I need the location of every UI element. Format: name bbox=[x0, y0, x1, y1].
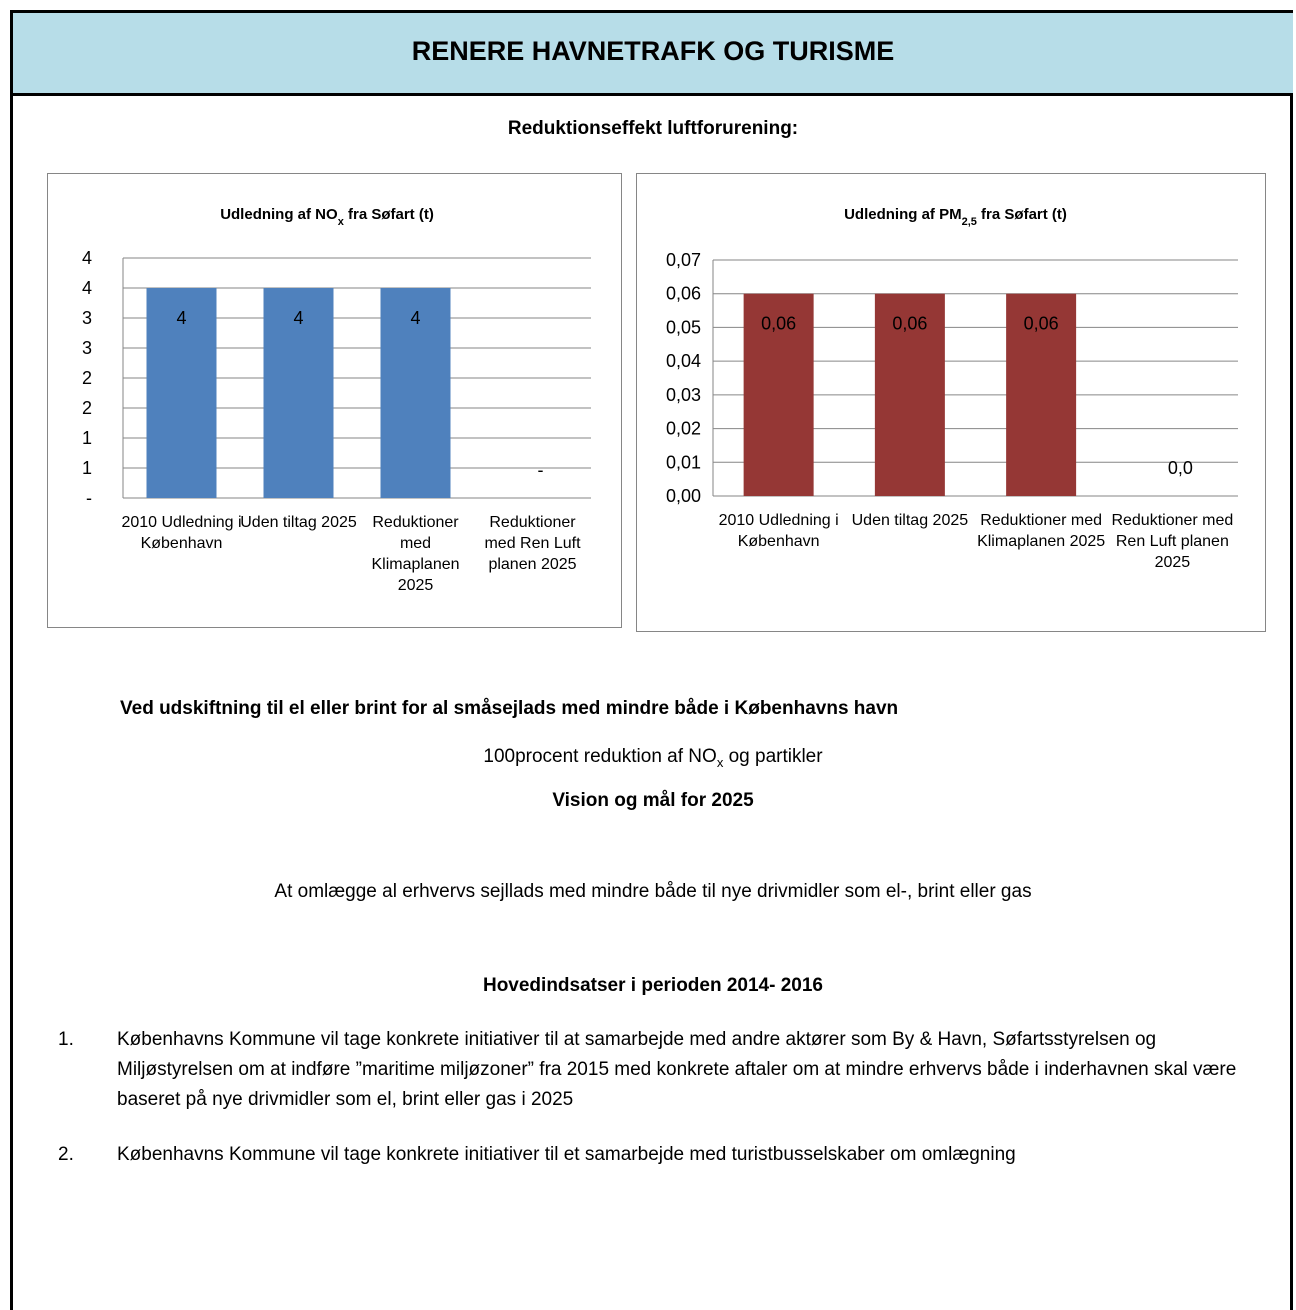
title-text: fra Søfart (t) bbox=[344, 206, 434, 223]
efforts-heading: Hovedindsatser i perioden 2014- 2016 bbox=[482, 975, 824, 996]
bar bbox=[1006, 293, 1077, 496]
y-tick-label: 1 bbox=[82, 428, 92, 448]
x-tick-label: 2010 Udledning i København bbox=[718, 512, 839, 550]
y-tick-label: 0,05 bbox=[666, 317, 701, 337]
title-text: fra Søfart (t) bbox=[977, 206, 1067, 223]
y-tick-label: 2 bbox=[82, 368, 92, 388]
y-tick-label: 4 bbox=[82, 278, 92, 298]
item-number: 1. bbox=[58, 1029, 74, 1050]
data-label: - bbox=[538, 460, 544, 480]
y-tick-label: 0,04 bbox=[666, 351, 701, 371]
bar bbox=[263, 288, 334, 498]
chart-title: Udledning af PM2,5 fra Søfart (t) bbox=[844, 206, 1067, 228]
subscript: x bbox=[716, 754, 724, 770]
data-label: 4 bbox=[293, 308, 303, 328]
x-tick-label: 2010 Udledning i København bbox=[121, 514, 242, 552]
title-sub: 2,5 bbox=[962, 216, 977, 228]
y-tick-label: 3 bbox=[82, 338, 92, 358]
title-text: Udledning af NO bbox=[220, 206, 338, 223]
y-tick-label: 1 bbox=[82, 458, 92, 478]
bar bbox=[743, 293, 814, 496]
reduction-text: 100procent reduktion af NOx og partikler bbox=[13, 746, 1293, 770]
section-title: Reduktionseffekt luftforurening: bbox=[507, 118, 799, 139]
y-tick-label: - bbox=[86, 488, 92, 508]
x-tick-label: Uden tiltag 2025 bbox=[240, 514, 357, 531]
text: og partikler bbox=[723, 746, 823, 767]
y-tick-label: 3 bbox=[82, 308, 92, 328]
y-tick-label: 0,07 bbox=[666, 250, 701, 270]
page: RENERE HAVNETRAFK OG TURISME Reduktionse… bbox=[10, 10, 1293, 1310]
text: 100procent reduktion af NO bbox=[483, 746, 717, 767]
header-band bbox=[13, 13, 1293, 96]
x-tick-label: Reduktioner med Ren Luft planen 2025 bbox=[1111, 512, 1234, 571]
vision-heading: Vision og mål for 2025 bbox=[552, 790, 754, 811]
item-number: 2. bbox=[58, 1144, 74, 1165]
chart: Udledning af PM2,5 fra Søfart (t) 0,00 0,0… bbox=[636, 173, 1266, 632]
bar bbox=[874, 293, 945, 496]
x-tick-label: Reduktioner med Klimaplanen 2025 bbox=[977, 512, 1106, 550]
page-frame bbox=[10, 10, 1293, 1310]
x-tick-label: Reduktioner med Klimaplanen 2025 bbox=[371, 514, 460, 594]
statement: Ved udskiftning til el eller brint for a… bbox=[120, 698, 899, 719]
chart-svg: Udledning af NOx fra Søfart (t) - 1 1 2 2 3 3 4 4… bbox=[82, 206, 591, 508]
chart-title: Udledning af NOx fra Søfart (t) bbox=[220, 206, 434, 228]
y-tick-label: 0,00 bbox=[666, 486, 701, 506]
title-sub: x bbox=[338, 216, 345, 228]
data-label: 0,06 bbox=[1024, 314, 1059, 334]
y-tick-label: 0,01 bbox=[666, 452, 701, 472]
bar bbox=[146, 288, 217, 498]
x-tick-label: Uden tiltag 2025 bbox=[851, 512, 969, 529]
title-text: Udledning af PM bbox=[844, 206, 962, 223]
header-title: RENERE HAVNETRAFK OG TURISME bbox=[411, 36, 895, 66]
y-tick-label: 0,02 bbox=[666, 419, 701, 439]
data-label: 4 bbox=[176, 308, 186, 328]
data-label: 0,06 bbox=[761, 314, 796, 334]
y-tick-label: 4 bbox=[82, 248, 92, 268]
item-text: Københavns Kommune vil tage konkrete ini… bbox=[117, 1029, 1237, 1110]
y-tick-label: 2 bbox=[82, 398, 92, 418]
data-label: 4 bbox=[410, 308, 420, 328]
data-label: 0,0 bbox=[1168, 458, 1193, 478]
vision-text: At omlægge al erhvervs sejllads med mind… bbox=[274, 881, 1032, 902]
y-tick-label: 0,03 bbox=[666, 385, 701, 405]
chart: Udledning af NOx fra Søfart (t) - 1 1 2 2 3 3 4 4… bbox=[47, 173, 622, 628]
y-tick-label: 0,06 bbox=[666, 284, 701, 304]
data-label: 0,06 bbox=[892, 314, 927, 334]
chart-svg: Udledning af PM2,5 fra Søfart (t) 0,00 0,0… bbox=[666, 206, 1238, 506]
x-tick-label: Reduktioner med Ren Luft planen 2025 bbox=[484, 514, 581, 573]
bar bbox=[380, 288, 451, 498]
item-text: Københavns Kommune vil tage konkrete ini… bbox=[117, 1144, 1016, 1165]
